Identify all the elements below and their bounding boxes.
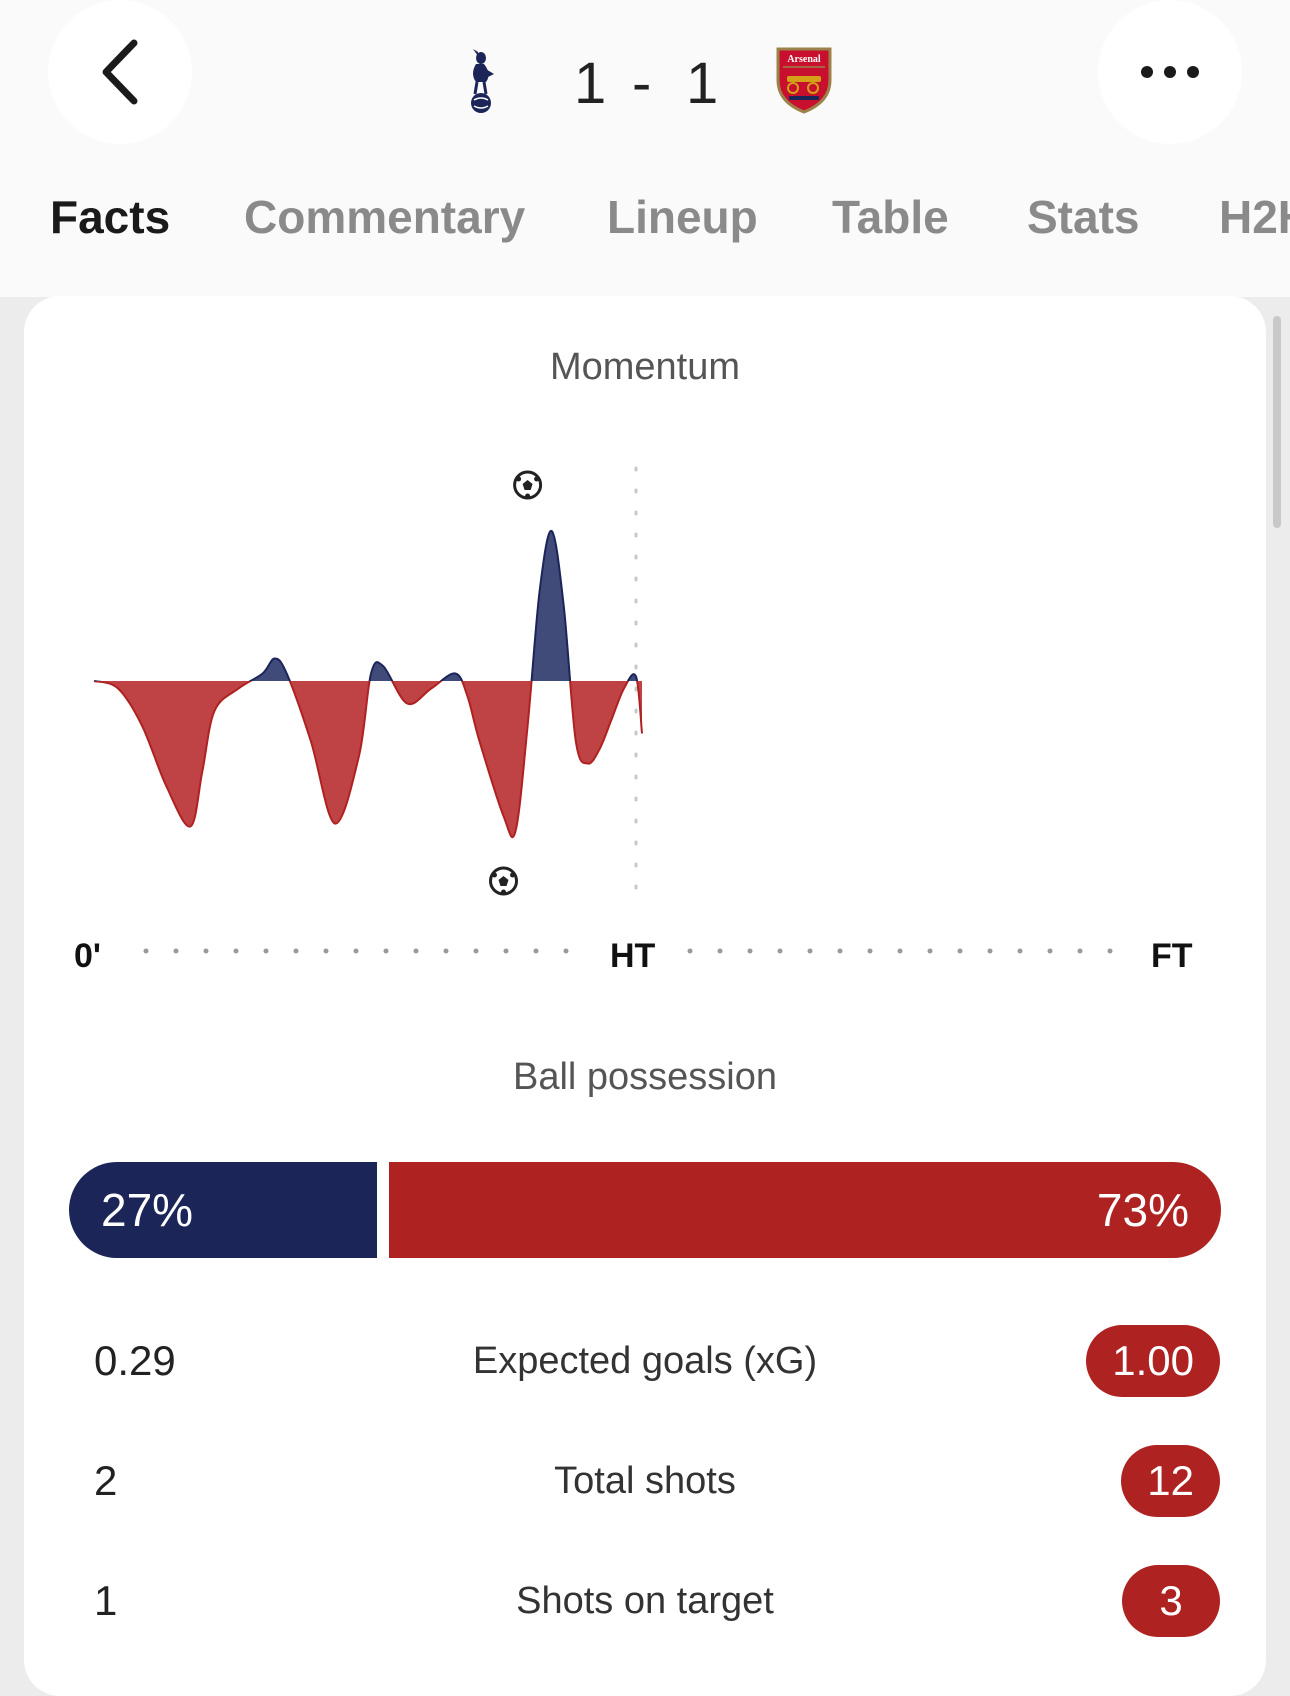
axis-label-start: 0' xyxy=(74,937,101,975)
home-team-crest[interactable] xyxy=(464,48,498,119)
timeline-dot xyxy=(1107,948,1113,954)
timeline-dot xyxy=(897,948,903,954)
chevron-left-icon xyxy=(102,39,138,105)
arsenal-crest-text: Arsenal xyxy=(787,54,821,65)
axis-label-halftime: HT xyxy=(610,937,656,975)
timeline-dot xyxy=(263,948,269,954)
momentum-away-area xyxy=(94,681,643,838)
stat-home-value: 1 xyxy=(94,1577,118,1624)
timeline-dot xyxy=(1077,948,1083,954)
timeline-dot xyxy=(807,948,813,954)
momentum-title: Momentum xyxy=(549,346,741,388)
timeline-dot xyxy=(323,948,329,954)
away-team-crest[interactable]: Arsenal xyxy=(775,46,833,119)
stat-row: 1 Shots on target 3 xyxy=(0,1565,1290,1637)
score-separator: - xyxy=(632,51,652,116)
timeline-dot xyxy=(293,948,299,954)
tab-lineup[interactable]: Lineup xyxy=(607,191,758,243)
stat-away-value: 12 xyxy=(1121,1445,1220,1517)
facts-card: Momentum Ball possession xyxy=(24,296,1266,1696)
timeline-dot xyxy=(957,948,963,954)
away-score: 1 xyxy=(686,51,719,116)
timeline-dot xyxy=(927,948,933,954)
home-score: 1 xyxy=(574,51,607,116)
match-header: 1 - 1 Arsenal Facts Commentary Lineup xyxy=(0,0,1290,297)
stat-away-value: 3 xyxy=(1122,1565,1220,1637)
possession-away-value: 73% xyxy=(1096,1184,1189,1236)
more-options-button[interactable] xyxy=(1098,0,1242,144)
stat-home-value: 2 xyxy=(94,1457,118,1504)
possession-home-value: 27% xyxy=(101,1184,194,1236)
timeline-dot xyxy=(203,948,209,954)
goal-away-football-icon[interactable] xyxy=(489,866,519,896)
timeline-dot xyxy=(443,948,449,954)
scrollbar[interactable] xyxy=(1273,316,1281,528)
timeline-dot xyxy=(717,948,723,954)
axis-label-fulltime: FT xyxy=(1151,937,1193,975)
possession-title: Ball possession xyxy=(512,1056,778,1098)
tab-table[interactable]: Table xyxy=(832,191,949,243)
timeline-dot xyxy=(503,948,509,954)
timeline-dot xyxy=(1047,948,1053,954)
tottenham-crest-icon xyxy=(471,49,494,113)
stat-away-value: 1.00 xyxy=(1086,1325,1220,1397)
timeline-dot xyxy=(837,948,843,954)
timeline-dot xyxy=(143,948,149,954)
tab-stats[interactable]: Stats xyxy=(1027,191,1140,243)
stat-label: Expected goals (xG) xyxy=(472,1340,818,1382)
timeline-dot xyxy=(777,948,783,954)
timeline-dot xyxy=(473,948,479,954)
timeline-dot xyxy=(383,948,389,954)
momentum-away-line xyxy=(93,681,644,839)
timeline-dot xyxy=(987,948,993,954)
timeline-dot xyxy=(563,948,569,954)
more-horizontal-icon xyxy=(1141,66,1199,78)
goal-home-football-icon[interactable] xyxy=(513,470,543,500)
stat-label: Total shots xyxy=(554,1460,736,1502)
timeline-dot xyxy=(747,948,753,954)
tab-h2h[interactable]: H2H xyxy=(1219,191,1290,243)
timeline-dot xyxy=(867,948,873,954)
tab-commentary[interactable]: Commentary xyxy=(244,191,526,243)
possession-home-bar: 27% xyxy=(69,1162,377,1258)
possession-away-bar: 73% xyxy=(389,1162,1221,1258)
stat-row: 0.29 Expected goals (xG) 1.00 xyxy=(0,1325,1290,1397)
timeline-dot xyxy=(233,948,239,954)
timeline-dot xyxy=(413,948,419,954)
timeline-dot xyxy=(533,948,539,954)
stat-row: 2 Total shots 12 xyxy=(0,1445,1290,1517)
stat-label: Shots on target xyxy=(516,1580,774,1622)
timeline-dot xyxy=(353,948,359,954)
scoreline: 1 - 1 Arsenal xyxy=(0,40,1290,130)
tab-facts[interactable]: Facts xyxy=(50,191,171,243)
timeline-dot xyxy=(1017,948,1023,954)
back-button[interactable] xyxy=(48,0,192,144)
match-tabs: Facts Commentary Lineup Table Stats H2H xyxy=(0,190,1290,260)
momentum-chart xyxy=(93,466,1113,954)
timeline-dot xyxy=(173,948,179,954)
timeline-dot xyxy=(687,948,693,954)
arsenal-crest-icon: Arsenal xyxy=(776,47,832,114)
stat-home-value: 0.29 xyxy=(94,1337,176,1384)
